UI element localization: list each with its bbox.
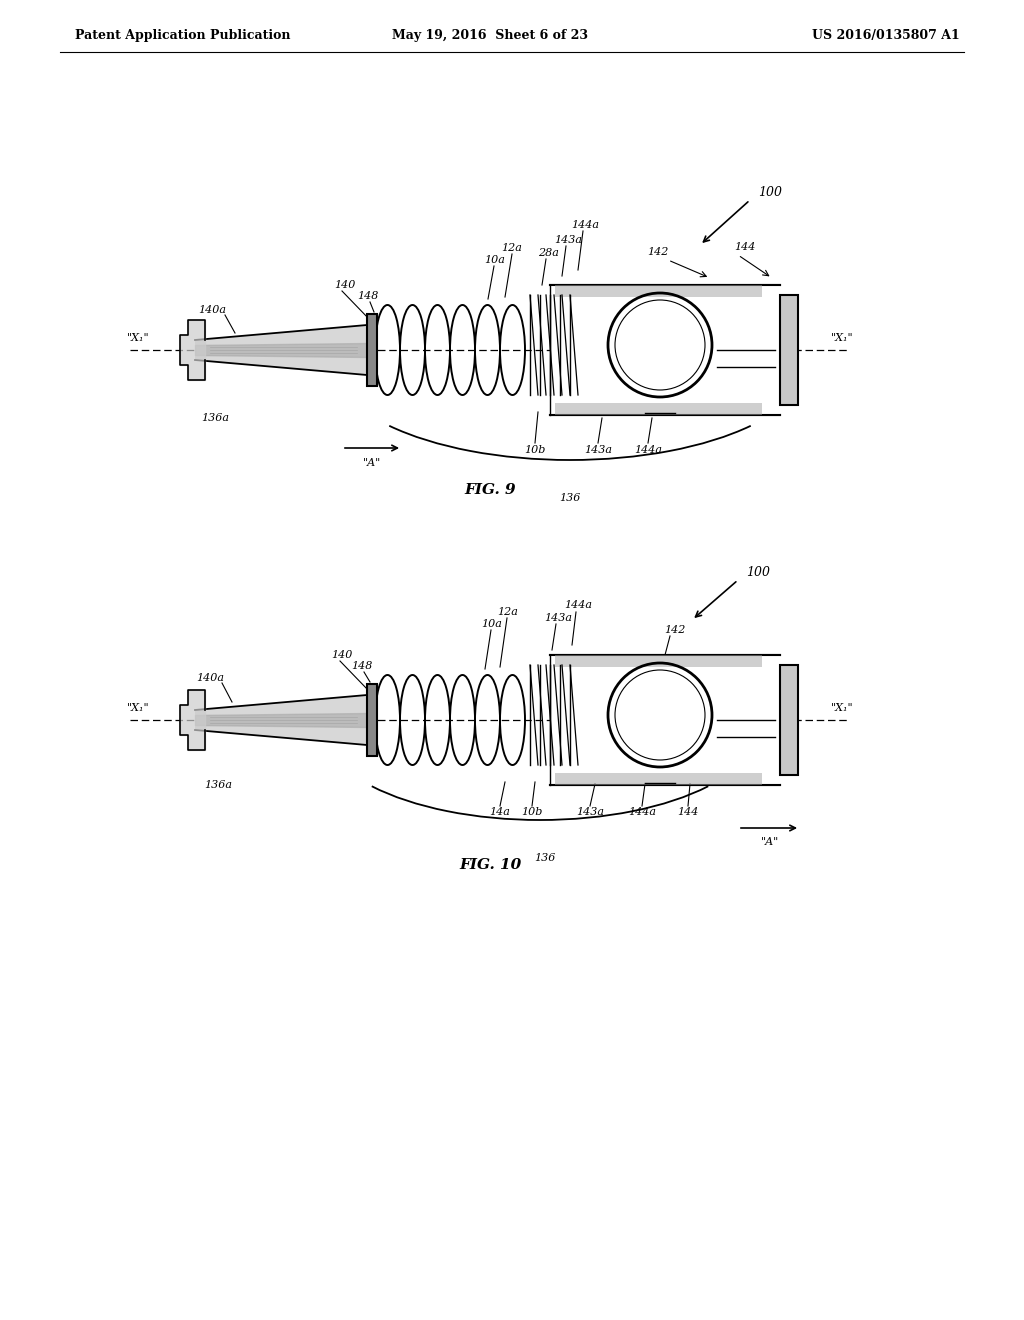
Text: 144a: 144a bbox=[564, 601, 592, 610]
Text: 140a: 140a bbox=[198, 305, 226, 315]
Text: 28a: 28a bbox=[538, 248, 558, 257]
Bar bbox=[780, 294, 798, 405]
Text: 136: 136 bbox=[535, 853, 556, 863]
Text: FIG. 9: FIG. 9 bbox=[464, 483, 516, 498]
Text: 144: 144 bbox=[677, 807, 698, 817]
Text: 144a: 144a bbox=[628, 807, 656, 817]
Text: 10b: 10b bbox=[524, 445, 546, 455]
Text: 144a: 144a bbox=[571, 220, 599, 230]
Text: "X₁": "X₁" bbox=[830, 333, 853, 343]
Text: 136a: 136a bbox=[201, 413, 229, 422]
Polygon shape bbox=[180, 690, 205, 750]
Bar bbox=[555, 403, 762, 414]
Text: "X₁": "X₁" bbox=[127, 333, 150, 343]
Text: "A": "A" bbox=[761, 837, 779, 847]
Text: 144: 144 bbox=[734, 242, 756, 252]
Bar bbox=[780, 665, 798, 775]
Polygon shape bbox=[180, 319, 205, 380]
Text: 140: 140 bbox=[332, 649, 352, 660]
Bar bbox=[550, 285, 780, 414]
Text: May 19, 2016  Sheet 6 of 23: May 19, 2016 Sheet 6 of 23 bbox=[392, 29, 588, 41]
Bar bbox=[367, 684, 377, 756]
Text: 10a: 10a bbox=[484, 255, 506, 265]
Text: US 2016/0135807 A1: US 2016/0135807 A1 bbox=[812, 29, 961, 41]
Text: 142: 142 bbox=[665, 624, 686, 635]
Bar bbox=[555, 655, 762, 667]
Bar bbox=[367, 314, 377, 385]
Text: 144a: 144a bbox=[634, 445, 662, 455]
Bar bbox=[555, 774, 762, 785]
Text: 148: 148 bbox=[351, 661, 373, 671]
Text: 143a: 143a bbox=[554, 235, 582, 246]
Bar bbox=[550, 655, 780, 785]
Text: 136a: 136a bbox=[204, 780, 232, 789]
Text: 14a: 14a bbox=[489, 807, 510, 817]
Polygon shape bbox=[195, 696, 367, 744]
Text: 142: 142 bbox=[647, 247, 669, 257]
Text: "X₁": "X₁" bbox=[127, 704, 150, 713]
Text: 100: 100 bbox=[758, 186, 782, 198]
Text: "X₁": "X₁" bbox=[830, 704, 853, 713]
Text: 12a: 12a bbox=[498, 607, 518, 616]
Text: 140a: 140a bbox=[196, 673, 224, 682]
Text: 136: 136 bbox=[559, 492, 581, 503]
Text: 143a: 143a bbox=[584, 445, 612, 455]
Text: "A": "A" bbox=[362, 458, 381, 469]
Bar bbox=[555, 285, 762, 297]
Text: Patent Application Publication: Patent Application Publication bbox=[75, 29, 291, 41]
Text: FIG. 10: FIG. 10 bbox=[459, 858, 521, 873]
Text: 12a: 12a bbox=[502, 243, 522, 253]
Text: 148: 148 bbox=[357, 290, 379, 301]
Text: 143a: 143a bbox=[575, 807, 604, 817]
Text: 10a: 10a bbox=[481, 619, 503, 630]
Text: 10b: 10b bbox=[521, 807, 543, 817]
Text: 140: 140 bbox=[334, 280, 355, 290]
Polygon shape bbox=[195, 325, 367, 375]
Text: 143a: 143a bbox=[544, 612, 572, 623]
Text: 100: 100 bbox=[746, 565, 770, 578]
